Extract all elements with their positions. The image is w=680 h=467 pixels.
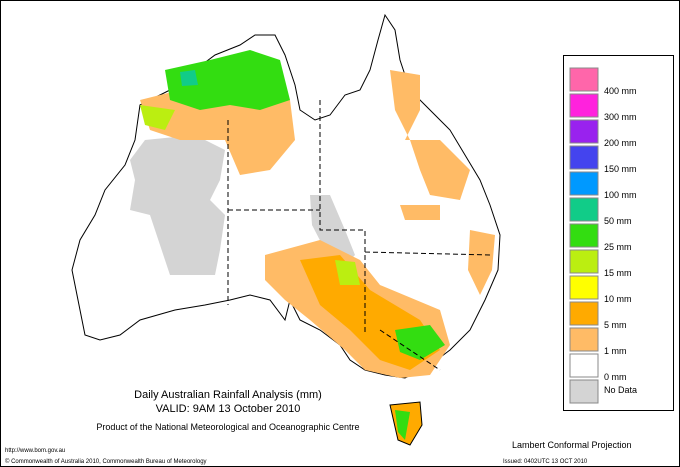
map-title: Daily Australian Rainfall Analysis (mm) xyxy=(134,389,322,401)
legend-swatch xyxy=(569,275,599,300)
no-data-area xyxy=(130,135,225,275)
legend-swatch xyxy=(569,327,599,352)
legend-label: 400 mm xyxy=(604,86,637,96)
product-note: Product of the National Meteorological a… xyxy=(96,422,359,432)
legend-swatch xyxy=(569,197,599,222)
legend-swatch xyxy=(569,145,599,170)
url: http://www.bom.gov.au xyxy=(5,448,65,454)
legend-label: 15 mm xyxy=(604,268,632,278)
rain-area xyxy=(140,105,175,130)
rain-area xyxy=(400,205,440,220)
rain-area xyxy=(335,260,360,285)
legend-label: 10 mm xyxy=(604,294,632,304)
legend-label: 100 mm xyxy=(604,190,637,200)
rain-area xyxy=(395,410,410,440)
rain-area xyxy=(165,50,290,110)
state-border xyxy=(227,100,491,371)
rain-area xyxy=(468,230,495,295)
australia xyxy=(71,13,501,446)
legend-label: 5 mm xyxy=(604,320,627,330)
legend-label: 1 mm xyxy=(604,346,627,356)
legend-swatch xyxy=(569,301,599,326)
legend-swatch xyxy=(569,67,599,92)
projection: Lambert Conformal Projection xyxy=(512,440,632,450)
copyright: © Commonwealth of Australia 2010, Common… xyxy=(5,458,207,465)
legend-swatch xyxy=(569,171,599,196)
legend: 400 mm 300 mm 200 mm 150 mm 100 mm 50 mm 25 mm… xyxy=(569,67,637,404)
legend-swatch xyxy=(569,93,599,118)
legend-swatch xyxy=(569,379,599,404)
legend-label: 0 mm xyxy=(604,372,627,382)
legend-frame xyxy=(563,55,674,411)
legend-swatch xyxy=(569,353,599,378)
rain-area xyxy=(180,70,198,86)
legend-swatch xyxy=(569,249,599,274)
legend-label: 50 mm xyxy=(604,216,632,226)
rain-area xyxy=(390,70,470,200)
legend-swatch xyxy=(569,223,599,248)
legend-label: 200 mm xyxy=(604,138,637,148)
legend-label: 25 mm xyxy=(604,242,632,252)
rain-area xyxy=(395,325,445,360)
valid-time: VALID: 9AM 13 October 2010 xyxy=(156,403,301,415)
legend-label: No Data xyxy=(604,385,637,395)
legend-label: 300 mm xyxy=(604,112,637,122)
issued: Issued: 0402UTC 13 OCT 2010 xyxy=(503,459,588,465)
legend-swatch xyxy=(569,119,599,144)
no-data-area xyxy=(310,195,355,270)
legend-label: 150 mm xyxy=(604,164,637,174)
